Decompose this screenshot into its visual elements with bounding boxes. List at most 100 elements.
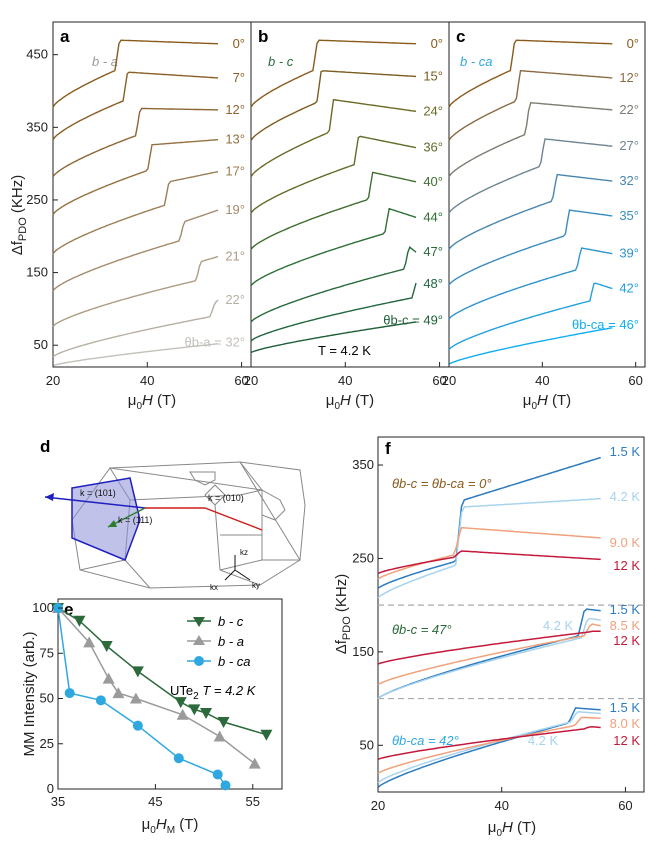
curve-c-7: [448, 282, 613, 351]
angle-label-c-4: 32°: [619, 173, 639, 188]
e-point-b_c-1: [73, 615, 86, 627]
e-point-b_c-7: [217, 717, 230, 729]
e-point-b_c-2: [100, 641, 113, 653]
x-tick-label-c-20: 20: [442, 373, 456, 388]
f-plot: [377, 456, 644, 788]
legend-label-bca: b - ca: [218, 654, 251, 669]
angle-label-c-7: 42°: [619, 281, 639, 296]
f-temp-label-1-1: 8.5 K: [610, 618, 641, 633]
f-temp-label-0-2: 9.0 K: [610, 535, 641, 550]
f-ticks: 20 40 60 50 150 250 350: [352, 457, 632, 813]
panel-a-title: b - a: [92, 54, 118, 69]
f-curve-0-0: [377, 456, 601, 589]
panel-e-letter: e: [64, 600, 73, 619]
panel-c-curves: [448, 39, 613, 365]
curve-c-2: [448, 101, 613, 178]
curve-a-8: [52, 343, 219, 367]
k101-arrow: [44, 496, 146, 509]
y-tick-label-450: 450: [26, 47, 48, 62]
curve-a-2: [52, 107, 219, 178]
angle-label-a-0: 0°: [233, 36, 245, 51]
curve-a-3: [52, 139, 219, 215]
e-point-b_ca-2: [95, 695, 106, 706]
k101-arrowhead: [45, 493, 54, 501]
k111-arrowhead: [108, 520, 117, 527]
f-y-tick-label-150: 150: [352, 644, 374, 659]
angle-label-c-5: 35°: [619, 208, 639, 223]
legend-marker-bc: [193, 617, 205, 627]
x-axis-label-a: μ0H (T): [128, 392, 176, 412]
plane-101-shade: [71, 477, 141, 561]
top-x-axis-labels: μ0H (T) μ0H (T) μ0H (T): [128, 392, 571, 412]
angle-label-c-8: θb-ca = 46°: [572, 317, 639, 332]
x-tick-label-a-40: 40: [140, 373, 154, 388]
f-y-axis-label: ΔfPDO (KHz): [333, 574, 353, 655]
curve-b-8: [250, 321, 417, 354]
k111-label: k = (111): [118, 515, 152, 525]
f-curve-1-1: [377, 617, 601, 700]
k010-arrow: [204, 507, 263, 531]
axes-triad: [224, 555, 251, 581]
curve-a-1: [52, 71, 219, 141]
e-y-tick-label-50: 50: [40, 691, 54, 706]
f-temp-label-1-2: 12 K: [613, 633, 640, 648]
x-axis-label-b: μ0H (T): [326, 392, 374, 412]
x-tick-label-c-40: 40: [535, 373, 549, 388]
angle-label-a-8: θb-a = 32°: [185, 334, 246, 349]
e-legend: b - c b - a b - ca: [187, 614, 251, 669]
f-temp-label-bot-42: 4.2 K: [528, 733, 559, 748]
f-curve-0-3: [377, 550, 601, 575]
angle-label-b-2: 24°: [423, 103, 443, 118]
panel-b-temperature: T = 4.2 K: [318, 343, 371, 358]
panel-c-title: b - ca: [460, 54, 493, 69]
curve-c-0: [448, 39, 613, 108]
e-annotation: UTe2 T = 4.2 K: [170, 683, 257, 702]
e-point-b_ca-6: [220, 780, 231, 791]
f-y-tick-label-50: 50: [360, 737, 374, 752]
e-y-tick-label-0: 0: [47, 781, 54, 796]
curve-a-5: [52, 209, 219, 292]
f-temp-label-mid-42: 4.2 K: [543, 618, 574, 633]
angle-label-b-1: 15°: [423, 68, 443, 83]
e-line-b_a: [57, 607, 256, 765]
angle-label-b-4: 40°: [423, 174, 443, 189]
e-x-tick-label-35: 35: [51, 794, 65, 809]
angle-label-c-6: 39°: [619, 246, 639, 261]
f-temp-label-0-1: 4.2 K: [610, 489, 641, 504]
curve-a-7: [52, 299, 219, 358]
angle-label-b-6: 47°: [423, 244, 443, 259]
e-point-b_c-8: [260, 729, 273, 741]
curve-c-5: [448, 209, 613, 286]
panel-f-letter: f: [385, 439, 391, 458]
legend-label-ba: b - a: [218, 634, 244, 649]
panel-c-x-ticks: 20 40 60: [442, 362, 643, 388]
ky-label: ky: [252, 581, 260, 590]
e-plot: [52, 602, 273, 791]
panel-a: a b - a 0° 7° 12° 13° 17° 19° 21° 22° θb-a = 32°…: [46, 21, 252, 388]
f-curve-2-2: [377, 716, 601, 774]
kx-label: kx: [210, 583, 218, 592]
e-point-b_c-4: [174, 697, 187, 709]
panel-b-title: b - c: [268, 54, 294, 69]
curve-b-2: [250, 98, 417, 178]
x-tick-label-b-60: 60: [432, 373, 446, 388]
y-tick-label-50: 50: [34, 337, 48, 352]
e-point-b_a-7: [248, 757, 261, 769]
top-y-ticks: 50 150 250 350 450: [26, 47, 58, 352]
e-point-b_ca-1: [64, 688, 75, 699]
curve-c-3: [448, 138, 613, 214]
curve-b-5: [250, 207, 417, 287]
panel-b-curves: [250, 39, 417, 354]
panel-b-letter: b: [258, 27, 268, 46]
y-tick-label-150: 150: [26, 265, 48, 280]
f-curve-1-2: [377, 623, 601, 686]
curve-c-8: [448, 327, 613, 365]
f-curve-1-3: [377, 630, 601, 665]
legend-marker-ba: [193, 635, 205, 645]
f-temp-label-2-2: 12 K: [613, 733, 640, 748]
panel-d: d k = (101) k = (010) k = (111): [40, 437, 306, 592]
curve-b-0: [250, 39, 417, 108]
f-temperature-labels: 1.5 K4.2 K9.0 K12 K1.5 K8.5 K12 K1.5 K8.…: [528, 444, 641, 748]
angle-label-a-3: 13°: [225, 132, 245, 147]
